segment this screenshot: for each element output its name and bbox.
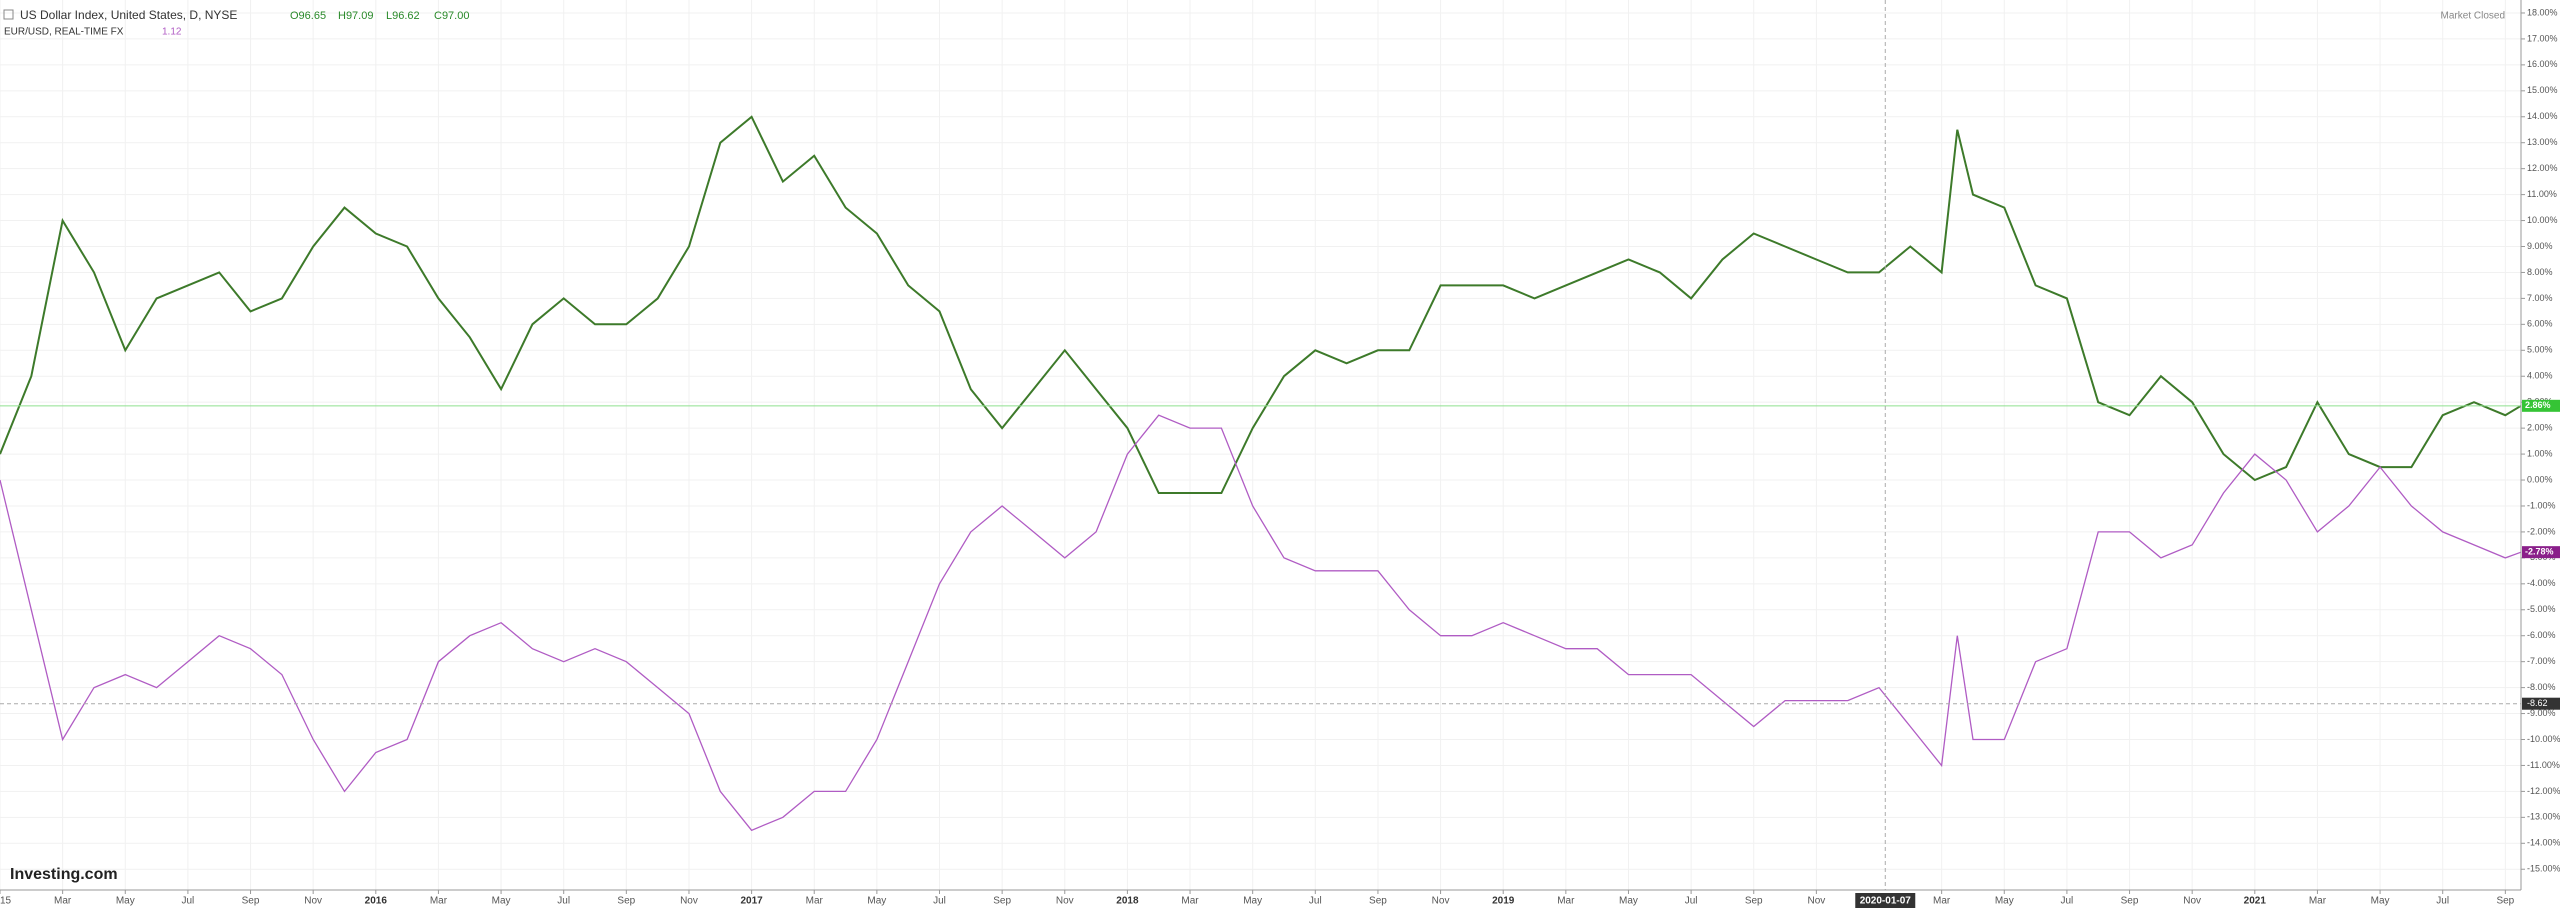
axes: 18.00% 17.00% 16.00% 15.00% 14.00% 13.00% 12.0… [0, 7, 2560, 908]
x-tick-label: Jul [1309, 896, 1322, 907]
y-tick-label: -6.00% [2527, 630, 2556, 640]
x-tick-label: Jul [1685, 896, 1698, 907]
crosshair-x-box [1855, 893, 1916, 908]
y-tick-label: 1.00% [2527, 448, 2553, 458]
x-tick-label: Mar [806, 896, 824, 907]
ohlc-value: C97.00 [434, 10, 469, 22]
y-tick-label: -2.00% [2527, 526, 2556, 536]
y-tick-label: 15.00% [2527, 85, 2558, 95]
y-tick-label: 9.00% [2527, 241, 2553, 251]
x-tick-label: Mar [2309, 896, 2327, 907]
y-tick-label: 14.00% [2527, 111, 2558, 121]
crosshair-x-label: 2020-01-07 [1860, 896, 1912, 907]
grid [0, 0, 2521, 890]
x-tick-label: 2018 [1116, 896, 1139, 907]
plot [0, 0, 2522, 890]
x-tick-label: Sep [617, 896, 635, 907]
x-tick-label: May [492, 896, 511, 907]
last-value-label: -2.78% [2525, 547, 2554, 557]
y-tick-label: 16.00% [2527, 59, 2558, 69]
x-tick-label: Jul [2061, 896, 2074, 907]
market-status: Market Closed [2441, 11, 2505, 22]
x-tick-label: Jul [933, 896, 946, 907]
x-tick-label: May [867, 896, 886, 907]
x-tick-label: Sep [1369, 896, 1387, 907]
y-tick-label: 10.00% [2527, 215, 2558, 225]
crosshair-y-label: -8.62 [2527, 698, 2548, 708]
y-tick-label: -12.00% [2527, 786, 2560, 796]
x-tick-label: 2016 [365, 896, 388, 907]
y-tick-label: -8.00% [2527, 682, 2556, 692]
series-line [0, 414, 2522, 832]
x-tick-label: Sep [2121, 896, 2139, 907]
x-tick-label: Mar [1933, 896, 1951, 907]
x-tick-label: Sep [2496, 896, 2514, 907]
x-tick-label: Nov [1807, 896, 1825, 907]
x-tick-label: Jul [557, 896, 570, 907]
x-tick-label: May [1243, 896, 1262, 907]
y-tick-label: -7.00% [2527, 656, 2556, 666]
y-tick-label: -4.00% [2527, 578, 2556, 588]
last-value-box [2522, 399, 2560, 412]
y-tick-label: 7.00% [2527, 293, 2553, 303]
x-tick-label: Sep [993, 896, 1011, 907]
logo: Investing.com [10, 866, 118, 883]
y-tick-label: -9.00% [2527, 708, 2556, 718]
y-tick-label: -15.00% [2527, 864, 2560, 874]
crosshair-y-box [2522, 697, 2560, 710]
x-tick-label: Mar [1557, 896, 1575, 907]
x-tick-label: May [1619, 896, 1638, 907]
x-tick-label: Sep [242, 896, 260, 907]
y-tick-label: -10.00% [2527, 734, 2560, 744]
x-tick-label: Nov [304, 896, 322, 907]
x-tick-label: Jul [182, 896, 195, 907]
ohlc-value: O96.65 [290, 10, 326, 22]
x-tick-label: Nov [2183, 896, 2201, 907]
collapse-icon[interactable] [3, 9, 14, 20]
y-tick-label: 4.00% [2527, 371, 2553, 381]
y-tick-label: 12.00% [2527, 163, 2558, 173]
x-tick-label: Nov [1432, 896, 1450, 907]
y-tick-label: 5.00% [2527, 345, 2553, 355]
y-tick-label: 2.00% [2527, 423, 2553, 433]
series-line [0, 115, 2522, 494]
x-tick-label: 2019 [1492, 896, 1515, 907]
x-tick-label: Nov [680, 896, 698, 907]
x-tick-label: 2021 [2244, 896, 2267, 907]
y-tick-label: 8.00% [2527, 267, 2553, 277]
y-tick-label: 11.00% [2527, 189, 2557, 199]
y-tick-label: -11.00% [2527, 760, 2560, 770]
y-tick-label: -13.00% [2527, 812, 2560, 822]
y-tick-label: 18.00% [2527, 7, 2558, 17]
y-tick-label: -1.00% [2527, 500, 2556, 510]
ohlc-value: H97.09 [338, 10, 373, 22]
x-tick-label: May [2371, 896, 2390, 907]
x-tick-label: 2017 [740, 896, 763, 907]
x-tick-label: Jul [2436, 896, 2449, 907]
x-tick-label: Nov [1056, 896, 1074, 907]
x-tick-label: May [116, 896, 135, 907]
y-tick-label: 17.00% [2527, 33, 2558, 43]
chart-title: US Dollar Index, United States, D, NYSE [20, 8, 237, 22]
y-tick-label: 13.00% [2527, 137, 2558, 147]
series-price: 1.12 [162, 27, 182, 38]
x-tick-label: Sep [1745, 896, 1763, 907]
x-tick-label: Mar [430, 896, 448, 907]
y-tick-label: 0.00% [2527, 474, 2553, 484]
y-tick-label: -5.00% [2527, 604, 2556, 614]
x-tick-label: May [1995, 896, 2014, 907]
y-tick-label: 6.00% [2527, 319, 2553, 329]
last-value-label: 2.86% [2525, 400, 2551, 410]
x-tick-label: Mar [1181, 896, 1199, 907]
x-tick-label: Mar [54, 896, 72, 907]
last-value-box [2522, 546, 2560, 559]
x-tick-label: 15 [0, 896, 12, 907]
series-name: EUR/USD, REAL-TIME FX [4, 27, 124, 38]
ohlc-value: L96.62 [386, 10, 420, 22]
y-tick-label: -14.00% [2527, 838, 2560, 848]
